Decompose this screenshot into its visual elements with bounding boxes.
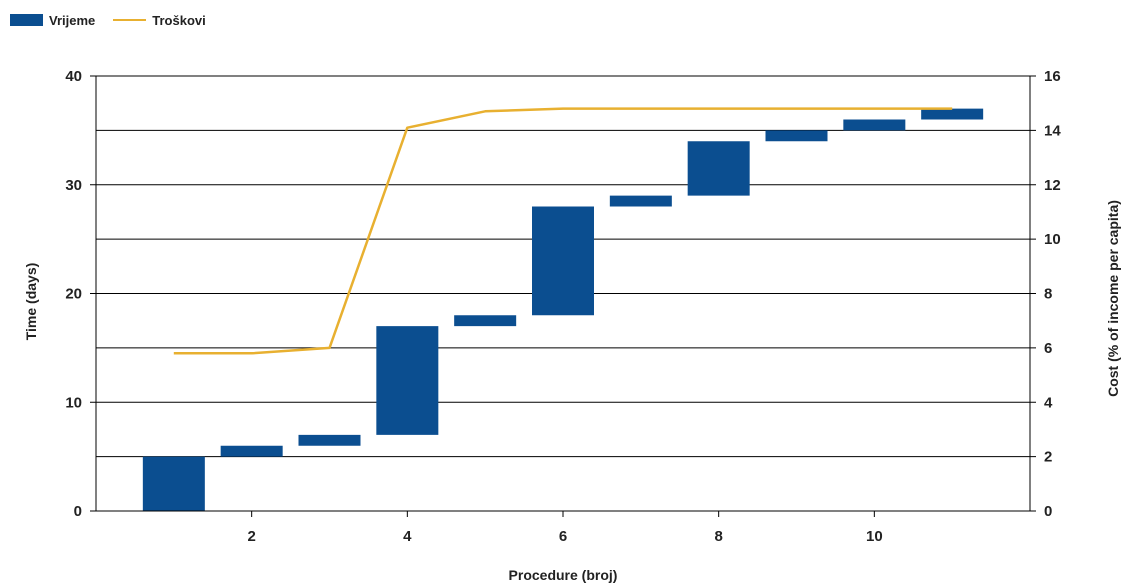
bar xyxy=(765,130,828,142)
bar xyxy=(454,315,517,327)
bars-group xyxy=(142,108,984,511)
legend-swatch-line xyxy=(113,19,147,21)
x-tick-label: 8 xyxy=(714,528,722,545)
bar xyxy=(142,456,205,511)
bar xyxy=(921,108,984,120)
legend-label-line: Troškovi xyxy=(152,12,206,28)
legend: Vrijeme Troškovi xyxy=(10,10,216,30)
x-tick-label: 4 xyxy=(403,528,412,545)
y-tick-label: 20 xyxy=(65,286,82,303)
y2-axis-title: Cost (% of income per capita) xyxy=(1105,200,1121,397)
legend-label-bar: Vrijeme xyxy=(49,12,96,28)
y-axis-title: Time (days) xyxy=(23,263,39,341)
bar xyxy=(843,119,906,131)
x-tick-label: 6 xyxy=(559,528,567,545)
y-tick-label: 30 xyxy=(65,177,82,194)
y-tick-label: 40 xyxy=(65,68,82,85)
bar xyxy=(687,141,750,196)
bar xyxy=(220,445,283,457)
legend-item-line: Troškovi xyxy=(113,12,206,28)
cost-line xyxy=(173,107,953,355)
y2-tick-label: 10 xyxy=(1044,231,1061,248)
y-tick-label: 10 xyxy=(65,394,82,411)
y2-tick-label: 2 xyxy=(1044,449,1052,466)
y2-tick-label: 6 xyxy=(1044,340,1052,357)
cost-line-group xyxy=(173,107,953,355)
x-tick-label: 2 xyxy=(247,528,255,545)
axes: 0 10 20 30 40 0 2 4 6 8 10 12 14 16 2 4 6 8 10 xyxy=(65,68,1061,545)
bar xyxy=(298,434,361,446)
x-tick-label: 10 xyxy=(866,528,883,545)
y2-tick-label: 14 xyxy=(1044,122,1061,139)
y2-tick-label: 12 xyxy=(1044,177,1061,194)
y2-tick-label: 0 xyxy=(1044,503,1052,520)
legend-item-bar: Vrijeme xyxy=(10,13,95,28)
y-tick-label: 0 xyxy=(74,503,82,520)
y2-tick-label: 8 xyxy=(1044,286,1052,303)
y2-tick-label: 4 xyxy=(1044,394,1053,411)
bar xyxy=(609,195,672,207)
bar xyxy=(376,326,439,435)
x-axis-title: Procedure (broj) xyxy=(509,567,618,583)
y2-tick-label: 16 xyxy=(1044,68,1061,85)
legend-swatch-bar xyxy=(10,14,43,26)
bar xyxy=(532,206,594,316)
